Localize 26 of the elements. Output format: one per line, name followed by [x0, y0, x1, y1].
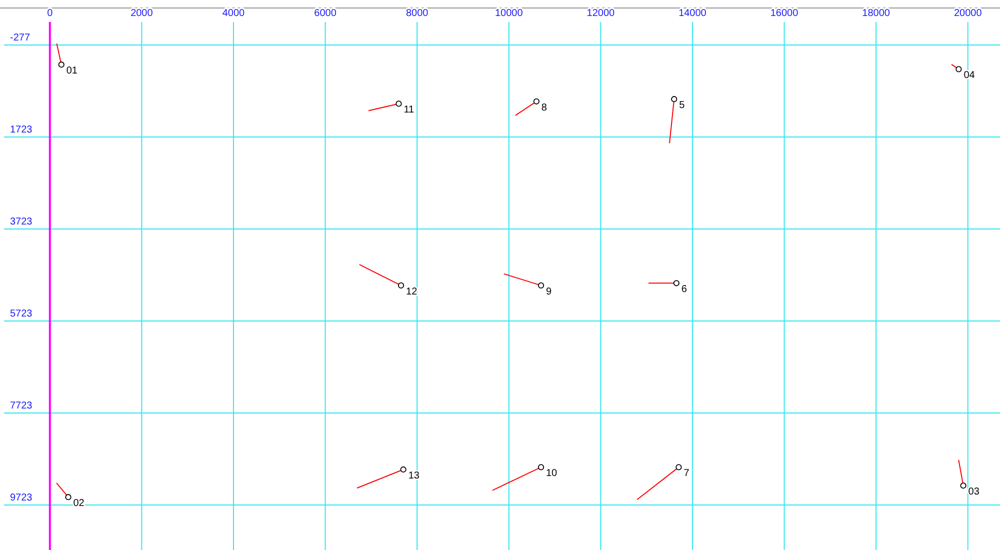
y-tick-label: 5723 [10, 308, 33, 320]
y-tick-label: 9723 [10, 492, 33, 504]
annotation: 8 [541, 102, 548, 114]
x-tick-label: 10000 [494, 8, 524, 19]
x-tick-label: 2000 [130, 8, 154, 19]
x-tick-label: 20000 [954, 8, 982, 19]
y-tick-label: -277 [10, 32, 30, 44]
y-tick-label: 7723 [10, 400, 33, 412]
x-tick-label: 12000 [586, 8, 616, 19]
x-tick-label: 8000 [406, 8, 429, 19]
x-tick-label: 6000 [314, 8, 337, 19]
y-tick-label: 1723 [10, 124, 33, 136]
annotation: 5 [679, 100, 686, 112]
annotation: 03 [968, 486, 980, 498]
x-tick-label: 4000 [222, 8, 246, 19]
annotation: 9 [546, 286, 552, 298]
y-tick-label: 3723 [10, 216, 33, 228]
annotation: 6 [681, 284, 688, 296]
annotation: 11 [404, 104, 415, 116]
x-tick-label: 14000 [678, 8, 707, 19]
x-tick-label: 0 [47, 8, 54, 19]
annotation: 10 [546, 468, 558, 480]
annotation: 7 [684, 468, 690, 480]
x-tick-label: 16000 [770, 8, 799, 19]
annotation: 01 [66, 66, 78, 77]
x-tick-label: 18000 [862, 8, 890, 19]
